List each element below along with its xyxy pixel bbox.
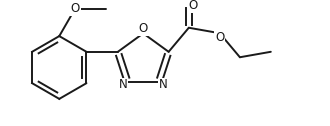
Text: N: N <box>159 78 168 91</box>
Text: O: O <box>139 22 148 35</box>
Text: N: N <box>118 78 127 91</box>
Text: O: O <box>215 31 224 44</box>
Text: O: O <box>70 2 80 15</box>
Text: O: O <box>188 0 198 12</box>
